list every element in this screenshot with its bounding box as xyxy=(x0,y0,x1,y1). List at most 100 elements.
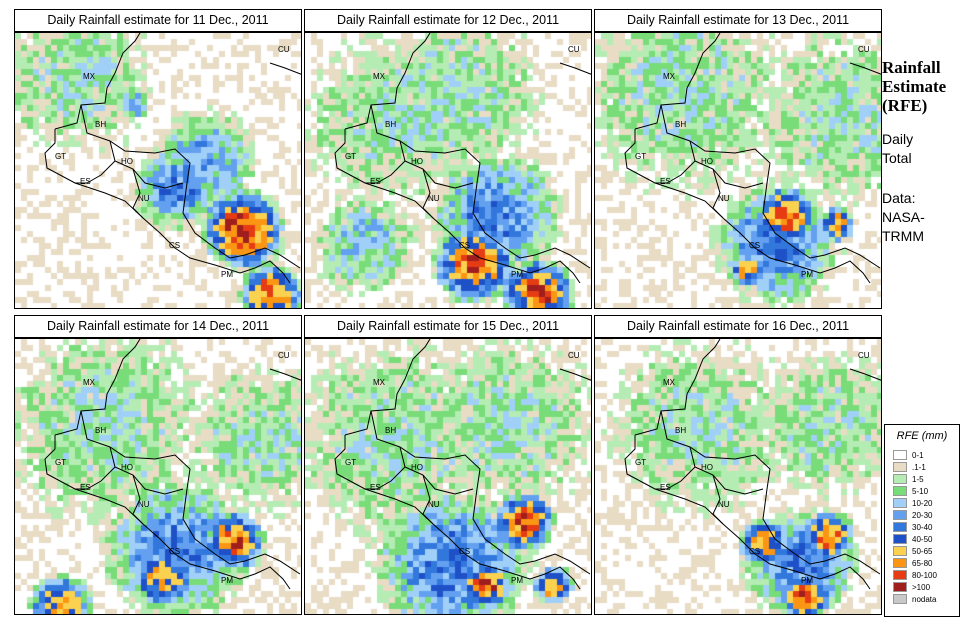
legend-swatch xyxy=(893,582,907,592)
country-label-nu: NU xyxy=(718,500,730,509)
country-label-nu: NU xyxy=(138,500,150,509)
country-borders xyxy=(44,33,301,284)
period-label: Daily Total xyxy=(882,131,914,166)
border-line xyxy=(849,62,881,75)
panel-title: Daily Rainfall estimate for 15 Dec., 201… xyxy=(304,315,592,338)
legend-label: 50-65 xyxy=(912,547,933,556)
border-line xyxy=(559,62,591,75)
color-legend: RFE (mm) 0-1 .1-1 1-5 5-10 10-20 20-30 30-40 40… xyxy=(884,424,960,617)
country-label-cs: CS xyxy=(749,547,761,556)
rainfall-raster xyxy=(595,33,881,308)
country-label-ho: HO xyxy=(701,463,713,472)
country-label-nu: NU xyxy=(428,500,440,509)
country-label-es: ES xyxy=(80,483,91,492)
border-line xyxy=(422,168,434,219)
country-label-nu: NU xyxy=(428,194,440,203)
legend-heading: Rainfall Estimate (RFE) xyxy=(882,58,947,115)
country-label-pm: PM xyxy=(221,270,233,279)
country-label-es: ES xyxy=(370,177,381,186)
country-label-cs: CS xyxy=(459,241,471,250)
legend-swatch xyxy=(893,546,907,556)
country-label-gt: GT xyxy=(55,458,67,467)
country-label-cu: CU xyxy=(278,351,290,360)
border-line xyxy=(80,104,301,269)
border-line xyxy=(660,104,881,269)
border-line xyxy=(132,168,144,219)
panel-title: Daily Rainfall estimate for 14 Dec., 201… xyxy=(14,315,302,338)
country-label-mx: MX xyxy=(663,378,675,387)
country-label-bh: BH xyxy=(385,120,397,129)
legend-swatch xyxy=(893,450,907,460)
country-label-cu: CU xyxy=(858,351,870,360)
country-borders xyxy=(334,339,591,590)
border-line xyxy=(80,410,301,575)
border-line xyxy=(269,62,301,75)
border-line xyxy=(54,339,141,436)
panel-title: Daily Rainfall estimate for 12 Dec., 201… xyxy=(304,9,592,32)
rainfall-raster xyxy=(595,339,881,614)
country-label-es: ES xyxy=(660,483,671,492)
border-line xyxy=(269,368,301,381)
country-label-ho: HO xyxy=(411,463,423,472)
country-label-ho: HO xyxy=(121,157,133,166)
panel-title: Daily Rainfall estimate for 11 Dec., 201… xyxy=(14,9,302,32)
panel-title: Daily Rainfall estimate for 13 Dec., 201… xyxy=(594,9,882,32)
map-panel: Daily Rainfall estimate for 16 Dec., 201… xyxy=(594,315,882,615)
border-line xyxy=(54,33,141,130)
legend-label: 80-100 xyxy=(912,571,937,580)
country-label-pm: PM xyxy=(801,576,813,585)
country-label-cu: CU xyxy=(568,351,580,360)
country-label-bh: BH xyxy=(675,426,687,435)
border-line xyxy=(365,466,406,490)
map-panel: Daily Rainfall estimate for 15 Dec., 201… xyxy=(304,315,592,615)
border-line xyxy=(399,446,474,495)
legend-label: 20-30 xyxy=(912,511,933,520)
country-borders xyxy=(624,33,881,284)
legend-swatch xyxy=(893,594,907,604)
rainfall-raster xyxy=(305,33,591,308)
border-line xyxy=(44,435,291,590)
legend-label: 30-40 xyxy=(912,523,933,532)
border-line xyxy=(689,446,764,495)
country-label-cu: CU xyxy=(278,45,290,54)
border-line xyxy=(109,446,184,495)
border-line xyxy=(109,140,184,189)
border-line xyxy=(75,160,116,184)
country-label-cs: CS xyxy=(169,241,181,250)
country-label-es: ES xyxy=(660,177,671,186)
legend-label: 10-20 xyxy=(912,499,933,508)
legend-label: nodata xyxy=(912,595,937,604)
border-line xyxy=(655,160,696,184)
map-panel: Daily Rainfall estimate for 14 Dec., 201… xyxy=(14,315,302,615)
legend-swatch xyxy=(893,474,907,484)
border-line xyxy=(712,474,724,525)
rainfall-raster xyxy=(305,339,591,614)
country-label-mx: MX xyxy=(83,72,95,81)
border-line xyxy=(334,435,581,590)
country-label-mx: MX xyxy=(373,72,385,81)
country-label-gt: GT xyxy=(55,152,67,161)
border-line xyxy=(399,140,474,189)
country-label-es: ES xyxy=(370,483,381,492)
border-line xyxy=(44,129,291,284)
country-label-pm: PM xyxy=(511,576,523,585)
border-line xyxy=(344,33,431,130)
border-line xyxy=(634,33,721,130)
country-label-ho: HO xyxy=(411,157,423,166)
rainfall-map: CU MX BH GT HO ES NU CS PM xyxy=(14,32,302,309)
country-label-nu: NU xyxy=(138,194,150,203)
border-line xyxy=(75,466,116,490)
border-line xyxy=(559,368,591,381)
country-label-mx: MX xyxy=(663,72,675,81)
data-source-label: Data: NASA- TRMM xyxy=(882,190,925,244)
country-label-ho: HO xyxy=(701,157,713,166)
legend-label: 40-50 xyxy=(912,535,933,544)
border-line xyxy=(849,368,881,381)
country-label-gt: GT xyxy=(635,458,647,467)
country-label-nu: NU xyxy=(718,194,730,203)
legend-swatch xyxy=(893,498,907,508)
legend-label: 0-1 xyxy=(912,451,924,460)
map-panel: Daily Rainfall estimate for 13 Dec., 201… xyxy=(594,9,882,309)
country-label-bh: BH xyxy=(385,426,397,435)
border-line xyxy=(712,168,724,219)
